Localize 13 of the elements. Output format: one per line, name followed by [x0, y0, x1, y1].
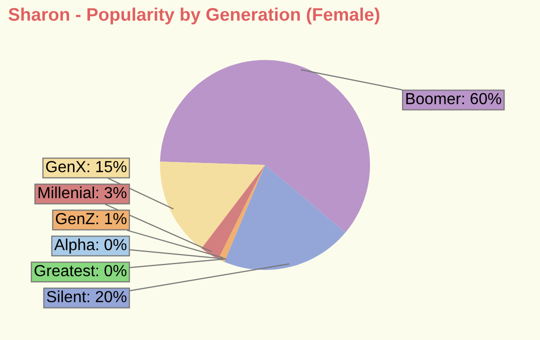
- slice-label: GenX: 15%: [46, 160, 126, 172]
- pie-slice: [224, 165, 346, 270]
- pie-slice: [160, 162, 265, 249]
- legend-label: Greatest: 0%: [34, 264, 126, 276]
- legend-label: Alpha: 0%: [54, 238, 126, 254]
- pie-slice: [160, 60, 370, 232]
- slice-label: Boomer: 60%: [406, 92, 502, 104]
- pie-slice: [218, 165, 265, 262]
- pie-slice: [201, 165, 265, 260]
- slice-label: Millenial: 3%: [38, 186, 126, 198]
- slice-label: GenZ: 1%: [56, 212, 126, 224]
- slice-label: Silent: 20%: [46, 290, 126, 302]
- chart-title: Sharon - Popularity by Generation (Female): [8, 8, 380, 24]
